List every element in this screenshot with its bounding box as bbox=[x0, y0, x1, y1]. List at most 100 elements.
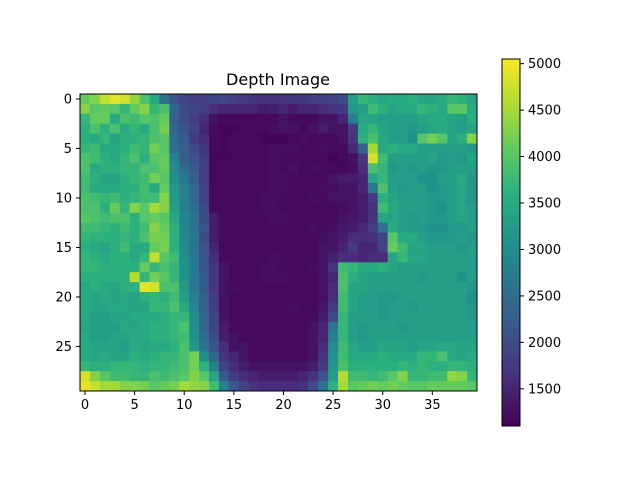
heatmap-cell bbox=[139, 292, 150, 303]
heatmap-cell bbox=[179, 222, 190, 233]
heatmap-cell bbox=[357, 292, 369, 303]
heatmap-cell bbox=[328, 341, 339, 352]
heatmap-cell bbox=[467, 311, 478, 323]
heatmap-cell bbox=[268, 94, 279, 105]
heatmap-cell bbox=[179, 321, 190, 332]
heatmap-cell bbox=[179, 94, 190, 105]
heatmap-cell bbox=[347, 173, 359, 184]
heatmap-cell bbox=[109, 123, 121, 134]
heatmap-cell bbox=[278, 183, 289, 194]
heatmap-cell bbox=[179, 262, 190, 273]
heatmap-cell bbox=[278, 361, 289, 372]
heatmap-cell bbox=[99, 193, 111, 204]
heatmap-cell bbox=[119, 371, 131, 382]
heatmap-cell bbox=[407, 321, 418, 332]
heatmap-cell bbox=[218, 113, 230, 125]
heatmap-cell bbox=[308, 242, 319, 253]
heatmap-cell bbox=[318, 173, 329, 184]
heatmap-cell bbox=[159, 301, 170, 313]
heatmap-cell bbox=[367, 173, 379, 184]
heatmap-cell bbox=[149, 173, 160, 184]
heatmap-cell bbox=[308, 301, 319, 313]
heatmap-cell bbox=[417, 183, 428, 194]
heatmap-cell bbox=[457, 143, 468, 154]
heatmap-cell bbox=[467, 232, 478, 243]
heatmap-cell bbox=[218, 133, 230, 144]
heatmap-cell bbox=[318, 232, 329, 243]
heatmap-cell bbox=[347, 163, 359, 174]
heatmap-cell bbox=[318, 321, 329, 332]
heatmap-cell bbox=[238, 361, 250, 372]
heatmap-cell bbox=[457, 163, 468, 174]
heatmap-cell bbox=[407, 331, 418, 342]
heatmap-cell bbox=[387, 252, 399, 263]
heatmap-cell bbox=[109, 371, 121, 382]
heatmap-cell bbox=[457, 282, 468, 293]
heatmap-cell bbox=[397, 222, 408, 233]
heatmap-cell bbox=[189, 381, 200, 392]
heatmap-cell bbox=[80, 153, 91, 164]
heatmap-cell bbox=[169, 183, 180, 194]
heatmap-cell bbox=[189, 311, 200, 323]
heatmap-cell bbox=[258, 262, 269, 273]
heatmap-cell bbox=[119, 311, 131, 323]
heatmap-cell bbox=[427, 222, 438, 233]
heatmap-cell bbox=[437, 361, 448, 372]
heatmap-cell bbox=[298, 301, 309, 313]
heatmap-cell bbox=[347, 321, 359, 332]
heatmap-cell bbox=[248, 153, 260, 164]
heatmap-cell bbox=[268, 183, 279, 194]
heatmap-cell bbox=[427, 113, 438, 125]
heatmap-cell bbox=[338, 94, 349, 105]
heatmap-cell bbox=[159, 94, 170, 105]
heatmap-cell bbox=[437, 252, 448, 263]
heatmap-cell bbox=[139, 133, 150, 144]
heatmap-cell bbox=[427, 123, 438, 134]
heatmap-cell bbox=[139, 381, 150, 392]
heatmap-cell bbox=[278, 94, 289, 105]
heatmap-cell bbox=[447, 173, 458, 184]
heatmap-cell bbox=[179, 173, 190, 184]
heatmap-cell bbox=[407, 123, 418, 134]
heatmap-cell bbox=[427, 173, 438, 184]
heatmap-cell bbox=[298, 222, 309, 233]
heatmap-cell bbox=[467, 173, 478, 184]
heatmap-cell bbox=[377, 351, 389, 362]
heatmap-cell bbox=[367, 331, 379, 342]
heatmap-cell bbox=[159, 361, 170, 372]
heatmap-cell bbox=[218, 311, 230, 323]
heatmap-cell bbox=[228, 113, 240, 125]
heatmap-cell bbox=[278, 173, 289, 184]
heatmap-cell bbox=[447, 361, 458, 372]
heatmap-cell bbox=[427, 282, 438, 293]
heatmap-cell bbox=[89, 183, 101, 194]
heatmap-cell bbox=[268, 252, 279, 263]
heatmap-cell bbox=[99, 341, 111, 352]
heatmap-cell bbox=[169, 381, 180, 392]
heatmap-cell bbox=[159, 153, 170, 164]
heatmap-cell bbox=[338, 113, 349, 125]
heatmap-cell bbox=[397, 311, 408, 323]
heatmap-cell bbox=[80, 371, 91, 382]
heatmap-cell bbox=[437, 212, 448, 224]
heatmap-cell bbox=[268, 321, 279, 332]
heatmap-cell bbox=[298, 94, 309, 105]
heatmap-cell bbox=[149, 292, 160, 303]
heatmap-cell bbox=[367, 133, 379, 144]
heatmap-cell bbox=[407, 222, 418, 233]
heatmap-cell bbox=[338, 262, 349, 273]
heatmap-cell bbox=[387, 173, 399, 184]
heatmap-cell bbox=[228, 163, 240, 174]
heatmap-cell bbox=[427, 371, 438, 382]
heatmap-cell bbox=[328, 202, 339, 214]
heatmap-cell bbox=[278, 282, 289, 293]
x-tick-label: 35 bbox=[424, 398, 441, 413]
heatmap-cell bbox=[447, 371, 458, 382]
heatmap-cell bbox=[437, 183, 448, 194]
heatmap-cell bbox=[238, 331, 250, 342]
heatmap-cell bbox=[338, 133, 349, 144]
heatmap-cell bbox=[417, 331, 428, 342]
heatmap-cell bbox=[89, 272, 101, 283]
heatmap-cell bbox=[238, 272, 250, 283]
heatmap-cell bbox=[129, 163, 140, 174]
